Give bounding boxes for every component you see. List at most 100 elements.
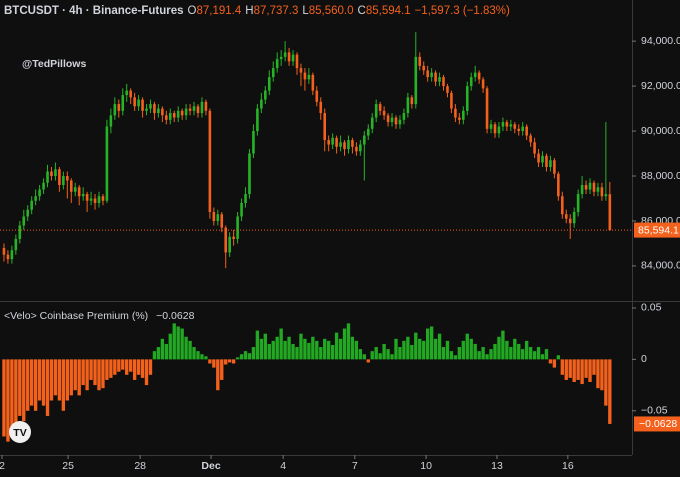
candle-body: [359, 144, 362, 152]
histogram-bar: [89, 359, 93, 380]
x-tick-label: 2: [0, 460, 5, 472]
candle-body: [572, 211, 576, 224]
candle-body: [105, 126, 109, 201]
histogram-bar: [49, 359, 54, 401]
candle-body: [141, 99, 144, 111]
candle-body: [180, 110, 184, 116]
candle-body: [446, 86, 449, 93]
y-tick-label: 0.05: [641, 302, 662, 314]
candle-body: [442, 77, 445, 87]
histogram-bar: [334, 332, 339, 360]
histogram-bar: [37, 359, 42, 401]
histogram-bar: [295, 347, 299, 360]
candle-body: [347, 140, 350, 150]
histogram-bar: [65, 359, 69, 401]
histogram-bar: [600, 359, 604, 391]
candle-body: [248, 153, 251, 194]
candle-body: [168, 113, 172, 120]
histogram-bar: [564, 359, 568, 380]
candle-body: [307, 74, 311, 80]
histogram-bar: [596, 359, 600, 389]
candle-body: [303, 72, 307, 80]
candle-body: [505, 122, 509, 127]
candle-body: [10, 250, 14, 260]
candle-body: [279, 56, 283, 60]
histogram-bar: [29, 359, 34, 406]
last-price-label: 85,594.1: [638, 224, 679, 236]
histogram-bar: [453, 355, 458, 360]
histogram-bar: [144, 359, 149, 386]
histogram-bar: [121, 359, 125, 370]
histogram-bar: [524, 340, 529, 360]
candle-body: [604, 194, 608, 197]
histogram-bar: [540, 354, 545, 360]
histogram-bar: [53, 359, 58, 396]
candle-body: [339, 142, 342, 147]
histogram-bar: [307, 342, 311, 360]
histogram-bar: [283, 340, 287, 360]
histogram-bar: [156, 347, 161, 360]
candle-body: [157, 108, 160, 114]
histogram-bar: [303, 338, 307, 360]
candle-body: [89, 198, 93, 201]
candle-body: [256, 108, 259, 132]
histogram-bar: [374, 347, 378, 360]
histogram-bar: [560, 359, 564, 375]
candle-body: [299, 68, 303, 73]
last-value-box: [634, 416, 680, 432]
candle-body: [97, 196, 101, 203]
histogram-bar: [73, 359, 77, 391]
candle-body: [588, 182, 592, 190]
candle-body: [509, 124, 513, 127]
candle-body: [34, 196, 37, 201]
histogram-bar: [41, 359, 46, 406]
y-tick-label: 88,000.0: [641, 170, 680, 182]
candle-body: [165, 115, 168, 120]
candle-body: [541, 155, 544, 163]
candle-body: [275, 59, 279, 69]
candle-body: [553, 160, 556, 174]
candle-body: [204, 101, 208, 111]
histogram-bar: [556, 355, 561, 360]
x-tick-label: 25: [62, 460, 74, 472]
candle-body: [493, 124, 497, 134]
tradingview-logo: TV: [9, 421, 31, 443]
candle-body: [14, 238, 18, 251]
candle-body: [351, 140, 354, 147]
histogram-bar: [457, 347, 462, 360]
candle-body: [271, 68, 275, 78]
candle-body: [200, 101, 204, 114]
candle-body: [224, 227, 228, 253]
candle-body: [513, 124, 517, 129]
last-value-label: −0.0628: [639, 418, 677, 430]
histogram-bar: [160, 338, 165, 360]
histogram-bar: [521, 349, 525, 360]
candle-body: [327, 140, 330, 145]
histogram-bar: [180, 328, 184, 360]
candle-body: [394, 117, 398, 125]
histogram-bar: [398, 347, 402, 360]
ohlc-key: H: [245, 5, 253, 17]
histogram-bar: [263, 333, 267, 360]
candle-body: [236, 216, 239, 239]
candle-body: [240, 202, 243, 217]
candle-body: [117, 104, 121, 111]
candle-body: [38, 189, 41, 197]
histogram-bar: [425, 328, 430, 360]
candle-body: [343, 142, 346, 150]
y-tick-label: 90,000.0: [641, 125, 680, 137]
candle-body: [228, 236, 231, 253]
histogram-bar: [204, 356, 208, 360]
candle-body: [6, 254, 10, 260]
candle-body: [26, 209, 30, 217]
histogram-bar: [473, 343, 477, 360]
candle-body: [2, 247, 6, 255]
histogram-bar: [132, 359, 137, 380]
candle-body: [50, 171, 53, 177]
histogram-bar: [481, 347, 485, 360]
histogram-bar: [406, 336, 410, 360]
histogram-bar: [18, 359, 22, 416]
histogram-bar: [608, 359, 612, 424]
histogram-bar: [576, 359, 580, 380]
y-tick-label: 0: [641, 353, 647, 365]
